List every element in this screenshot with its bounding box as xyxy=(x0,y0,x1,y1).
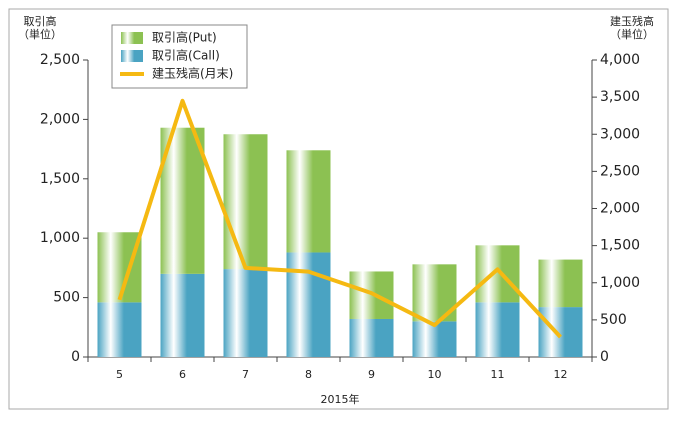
x-tick-label: 8 xyxy=(305,368,312,381)
bar xyxy=(349,318,394,357)
bar xyxy=(475,302,520,357)
bar xyxy=(97,232,142,303)
chart-frame xyxy=(8,8,669,410)
bar xyxy=(97,302,142,357)
y-tick-label: 1,000 xyxy=(40,230,80,246)
y2-tick-label: 0 xyxy=(600,349,609,365)
bar xyxy=(223,269,268,357)
x-tick-label: 6 xyxy=(179,368,186,381)
bar xyxy=(538,307,583,357)
y-tick-label: 2,000 xyxy=(40,111,80,127)
legend-text: 取引高(Call) xyxy=(152,48,220,63)
bar xyxy=(286,150,331,253)
y2-axis-label: （単位） xyxy=(610,27,654,41)
bar xyxy=(412,321,457,357)
x-tick-label: 7 xyxy=(242,368,249,381)
bar xyxy=(160,273,205,357)
x-tick-label: 5 xyxy=(116,368,123,381)
legend-text: 建玉残高(月末) xyxy=(152,66,233,81)
y-tick-label: 500 xyxy=(53,290,80,306)
x-tick-label: 11 xyxy=(491,368,505,381)
y2-tick-label: 1,500 xyxy=(600,238,640,254)
y2-tick-label: 500 xyxy=(600,312,627,328)
y2-tick-label: 2,500 xyxy=(600,163,640,179)
legend-text: 取引高(Put) xyxy=(152,30,217,45)
bar xyxy=(223,134,268,270)
y2-tick-label: 2,000 xyxy=(600,201,640,217)
line-series xyxy=(117,98,562,339)
legend-swatch xyxy=(121,50,143,62)
bar xyxy=(475,245,520,303)
y-axis-label: 取引高 xyxy=(24,14,57,28)
y-axis-label: （単位） xyxy=(18,27,62,41)
bar xyxy=(286,252,331,357)
legend-swatch xyxy=(121,32,143,44)
y-tick-label: 0 xyxy=(71,349,80,365)
x-axis-label: 2015年 xyxy=(321,392,360,406)
y2-tick-label: 1,000 xyxy=(600,275,640,291)
y2-tick-label: 3,000 xyxy=(600,126,640,142)
x-tick-label: 12 xyxy=(554,368,568,381)
x-tick-label: 9 xyxy=(368,368,375,381)
bar xyxy=(538,259,583,308)
y2-tick-label: 4,000 xyxy=(600,52,640,68)
y2-axis-label: 建玉残高 xyxy=(610,14,654,28)
y2-tick-label: 3,500 xyxy=(600,89,640,105)
x-tick-label: 10 xyxy=(428,368,442,381)
y-tick-label: 2,500 xyxy=(40,52,80,68)
y-tick-label: 1,500 xyxy=(40,171,80,187)
